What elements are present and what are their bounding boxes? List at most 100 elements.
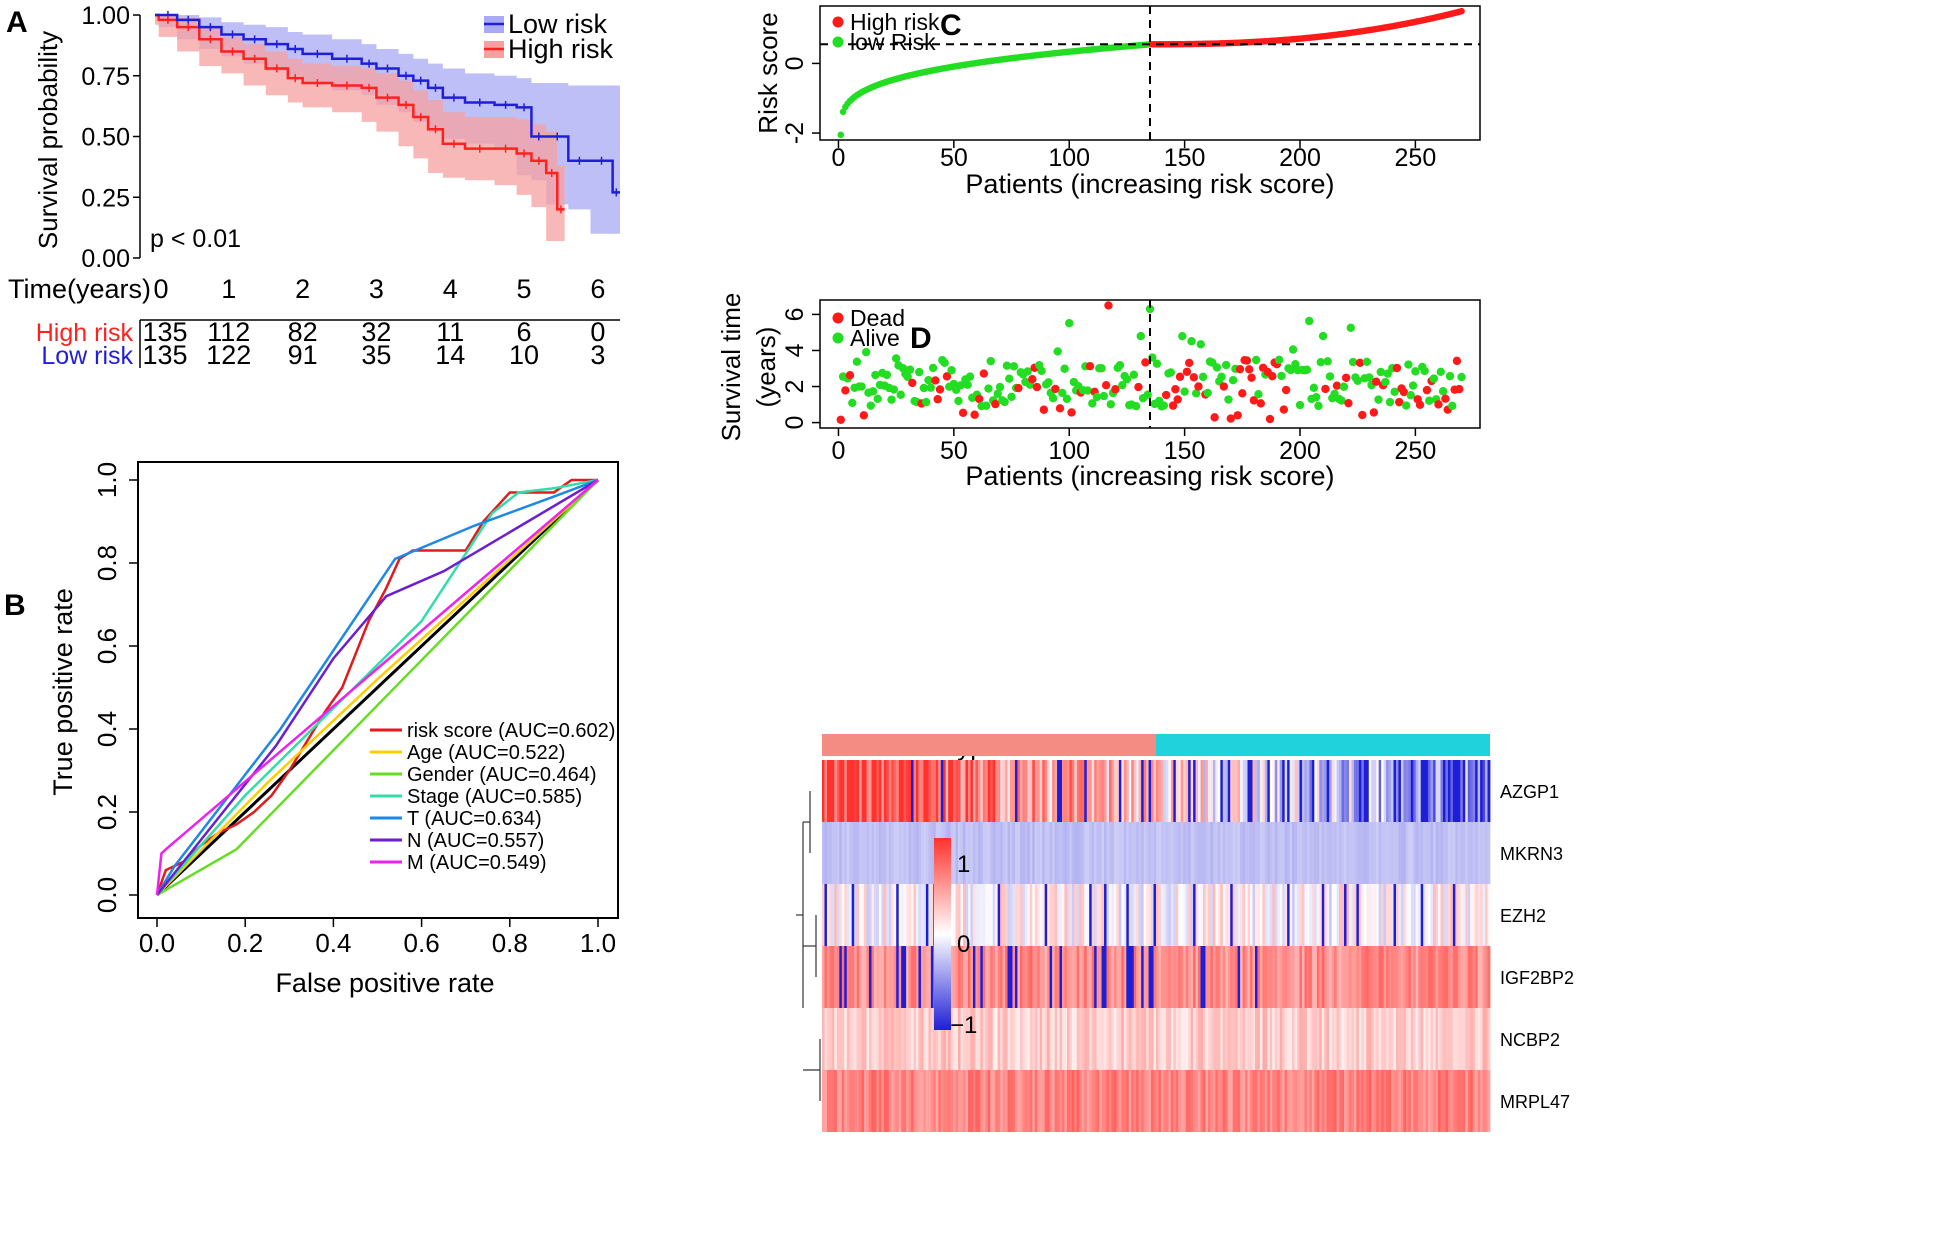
- heatmap-cell: [1393, 946, 1397, 1008]
- heatmap-cell: [1297, 1070, 1300, 1132]
- heatmap-cell: [1452, 760, 1456, 822]
- survival-point-alive: [1318, 331, 1328, 341]
- survival-point-alive: [1058, 388, 1067, 398]
- heatmap-cell: [822, 1008, 825, 1070]
- heatmap-cell: [1334, 1070, 1337, 1132]
- heatmap-cell: [844, 1008, 848, 1070]
- survival-point-alive: [1088, 399, 1097, 408]
- heatmap-cell: [1081, 884, 1085, 946]
- heatmap-cell: [1042, 760, 1046, 822]
- heatmap-cell: [1254, 946, 1258, 1008]
- heatmap-cell: [1257, 822, 1261, 884]
- heatmap-cell: [1259, 884, 1263, 946]
- heatmap-cell: [1000, 946, 1003, 1008]
- heatmap-cell: [1383, 822, 1387, 884]
- heatmap-cell: [1066, 760, 1070, 822]
- heatmap-cell: [1344, 946, 1347, 1008]
- survival-point-dead: [1141, 358, 1150, 367]
- heatmap-cell: [903, 884, 907, 946]
- heatmap-cell: [1133, 822, 1137, 884]
- heatmap-cell: [928, 884, 932, 946]
- heatmap-cell: [1225, 760, 1229, 822]
- heatmap-cell: [886, 1070, 890, 1132]
- heatmap-cell: [1099, 760, 1102, 822]
- heatmap-cell: [1153, 822, 1157, 884]
- heatmap-cell: [1163, 760, 1167, 822]
- heatmap-cell: [831, 822, 835, 884]
- heatmap-cell: [1200, 1070, 1204, 1132]
- heatmap-cell: [1200, 884, 1204, 946]
- heatmap-cell: [1425, 822, 1429, 884]
- heatmap-cell: [1143, 1070, 1147, 1132]
- risk-table-count: 135: [142, 317, 187, 347]
- heatmap-cell: [1433, 884, 1436, 946]
- heatmap-cell: [1279, 946, 1283, 1008]
- heatmap-cell: [985, 946, 989, 1008]
- heatmap-cell: [822, 1070, 825, 1132]
- survival-point-alive: [1191, 389, 1201, 398]
- heatmap-cell: [1301, 1008, 1305, 1070]
- legend-label-3: Stage (AUC=0.585): [407, 786, 582, 808]
- heatmap-cell: [1136, 760, 1140, 822]
- heatmap-cell: [1086, 884, 1090, 946]
- heatmap-cell: [1346, 822, 1350, 884]
- heatmap-cell: [1267, 884, 1271, 946]
- heatmap-cell: [965, 760, 969, 822]
- heatmap-cell: [1301, 822, 1305, 884]
- heatmap-cell: [1012, 946, 1016, 1008]
- heatmap-cell: [859, 884, 862, 946]
- heatmap-cell: [1118, 1008, 1122, 1070]
- heatmap-cell: [1096, 884, 1100, 946]
- heatmap-cell: [1022, 1070, 1026, 1132]
- heatmap-cell: [1413, 760, 1417, 822]
- heatmap-cell: [883, 884, 887, 946]
- heatmap-cell: [958, 822, 961, 884]
- heatmap-cell: [972, 1070, 976, 1132]
- heatmap-cell: [1336, 1008, 1340, 1070]
- heatmap-cell: [1425, 1070, 1429, 1132]
- heatmap-cell: [1044, 760, 1048, 822]
- heatmap-cell: [1378, 884, 1382, 946]
- heatmap-cell: [1188, 760, 1192, 822]
- survival-point-alive: [1406, 390, 1415, 400]
- heatmap-cell: [997, 946, 1001, 1008]
- heatmap-cell: [1225, 946, 1229, 1008]
- heatmap-cell: [1292, 1070, 1295, 1132]
- heatmap-cell: [1111, 1008, 1115, 1070]
- heatmap-cell: [1356, 884, 1360, 946]
- survival-point-alive: [1316, 358, 1325, 367]
- heatmap-cell: [1205, 946, 1209, 1008]
- heatmap-cell: [878, 946, 882, 1008]
- heatmap-cell: [1438, 946, 1441, 1008]
- heatmap-cell: [940, 1070, 944, 1132]
- survival-point-alive: [861, 347, 871, 357]
- heatmap-cell: [873, 1070, 877, 1132]
- heatmap-cell: [1121, 946, 1125, 1008]
- heatmap-cell: [836, 884, 840, 946]
- heatmap-cell: [834, 1008, 838, 1070]
- heatmap-cell: [1049, 946, 1053, 1008]
- heatmap-cell: [883, 946, 887, 1008]
- heatmap-cell: [1158, 884, 1162, 946]
- heatmap-cell: [1141, 1008, 1145, 1070]
- heatmap-cell: [1153, 760, 1157, 822]
- heatmap-cell: [1309, 946, 1313, 1008]
- heatmap-cell: [1331, 760, 1335, 822]
- heatmap-cell: [1121, 1008, 1125, 1070]
- survival-point-dead: [1168, 401, 1178, 410]
- survival-point-dead: [1189, 373, 1199, 382]
- heatmap-cell: [1245, 884, 1248, 946]
- heatmap-cell: [1116, 946, 1120, 1008]
- heatmap-cell: [876, 946, 880, 1008]
- heatmap-cell: [1339, 760, 1342, 822]
- heatmap-cell: [938, 1070, 942, 1132]
- risk-table-count: 11: [436, 317, 464, 347]
- risk-table-count: 14: [435, 340, 465, 370]
- heatmap-cell: [925, 1008, 929, 1070]
- heatmap-cell: [1262, 760, 1266, 822]
- heatmap-cell: [869, 946, 872, 1008]
- heatmap-cell: [1104, 1008, 1107, 1070]
- heatmap-cell: [1418, 1070, 1422, 1132]
- heatmap-cell: [1368, 1008, 1372, 1070]
- heatmap-cell: [1442, 884, 1446, 946]
